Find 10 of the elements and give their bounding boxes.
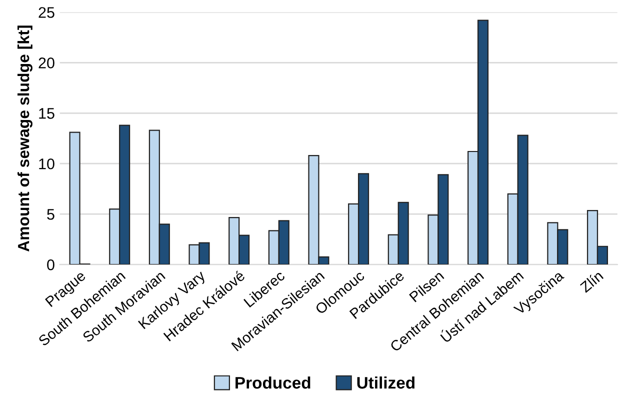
y-tick-label: 25 bbox=[38, 7, 54, 18]
legend-label: Produced bbox=[236, 376, 310, 389]
y-tick-label: 10 bbox=[39, 158, 54, 170]
y-tick-label: 20 bbox=[38, 58, 54, 68]
y-tick-label: 15 bbox=[39, 108, 54, 119]
y-tick-label: 5 bbox=[47, 209, 54, 220]
y-tick-label: 0 bbox=[47, 259, 54, 270]
x-tick-label: Zlín bbox=[579, 270, 604, 293]
legend-label: Utilized bbox=[357, 376, 414, 389]
y-axis-title: Amount of sewage sludge [kt] bbox=[17, 26, 32, 252]
